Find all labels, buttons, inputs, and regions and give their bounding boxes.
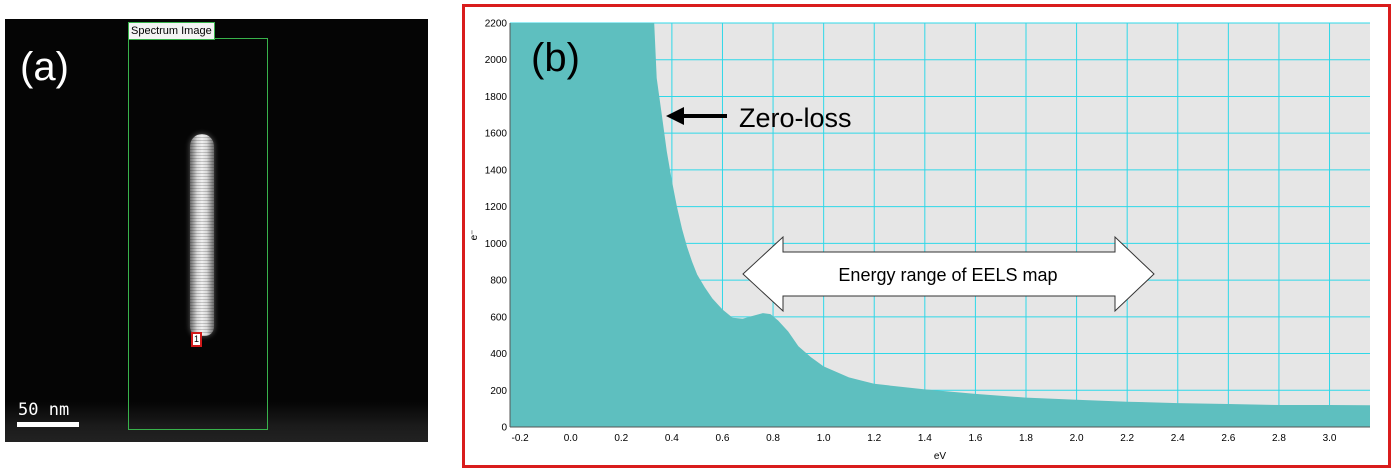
x-tick-label: 0.0 xyxy=(564,433,578,444)
x-tick-label: 0.6 xyxy=(716,433,730,444)
zero-loss-arrow xyxy=(666,107,727,125)
spectrum-position-marker[interactable]: 1 xyxy=(191,332,202,347)
x-tick-label: 2.4 xyxy=(1171,433,1185,444)
y-tick-label: 800 xyxy=(490,276,507,287)
y-tick-label: 1200 xyxy=(485,202,508,213)
x-tick-label: 1.4 xyxy=(918,433,932,444)
zero-loss-label: Zero-loss xyxy=(739,103,852,133)
y-tick-label: 200 xyxy=(490,386,507,397)
y-tick-label: 1800 xyxy=(485,92,508,103)
scale-bar xyxy=(17,422,79,427)
x-tick-label: 1.0 xyxy=(817,433,831,444)
x-tick-label: 0.2 xyxy=(614,433,628,444)
y-axis-title: e⁻ xyxy=(469,230,480,241)
y-tick-label: 600 xyxy=(490,312,507,323)
x-tick-label: 0.4 xyxy=(665,433,679,444)
x-tick-label: 2.6 xyxy=(1221,433,1235,444)
y-tick-label: 400 xyxy=(490,349,507,360)
energy-range-label: Energy range of EELS map xyxy=(838,265,1057,285)
y-tick-label: 1600 xyxy=(485,129,508,140)
y-tick-labels: 0 200 400 600 800 1000 1200 1400 1600 1800 2000 220… xyxy=(485,19,508,434)
x-tick-label: 3.0 xyxy=(1323,433,1337,444)
y-tick-label: 2000 xyxy=(485,55,508,66)
x-tick-label: 2.2 xyxy=(1120,433,1134,444)
y-tick-label: 1000 xyxy=(485,239,508,250)
x-tick-label: -0.2 xyxy=(512,433,530,444)
axes xyxy=(509,23,1370,428)
scale-bar-label: 50 nm xyxy=(18,400,70,420)
nanorod xyxy=(190,134,214,336)
x-tick-label: 2.8 xyxy=(1272,433,1286,444)
eels-spectrum-chart: -0.2 0.0 0.2 0.4 0.6 0.8 1.0 1.2 1.4 1.6 1.8 2.0 2.2… xyxy=(469,19,1370,462)
y-tick-label: 0 xyxy=(501,423,507,434)
x-tick-label: 1.2 xyxy=(867,433,881,444)
x-tick-label: 0.8 xyxy=(766,433,780,444)
x-tick-label: 1.8 xyxy=(1019,433,1033,444)
panel-label-b: (b) xyxy=(531,36,580,80)
spectrum-area xyxy=(510,23,1370,427)
panel-label-a: (a) xyxy=(20,45,69,89)
x-tick-label: 2.0 xyxy=(1070,433,1084,444)
x-tick-labels: -0.2 0.0 0.2 0.4 0.6 0.8 1.0 1.2 1.4 1.6 1.8 2.0 2.2… xyxy=(512,433,1337,444)
y-tick-label: 2200 xyxy=(485,19,508,30)
y-tick-label: 1400 xyxy=(485,165,508,176)
x-axis-title: eV xyxy=(934,451,947,462)
x-tick-label: 1.6 xyxy=(968,433,982,444)
stem-image-panel: (a) Spectrum Image 1 50 nm xyxy=(5,19,428,442)
eels-spectrum-panel: -0.2 0.0 0.2 0.4 0.6 0.8 1.0 1.2 1.4 1.6 1.8 2.0 2.2… xyxy=(462,4,1391,468)
energy-range-arrow xyxy=(742,235,1155,313)
spectrum-image-roi-label: Spectrum Image xyxy=(128,22,215,40)
